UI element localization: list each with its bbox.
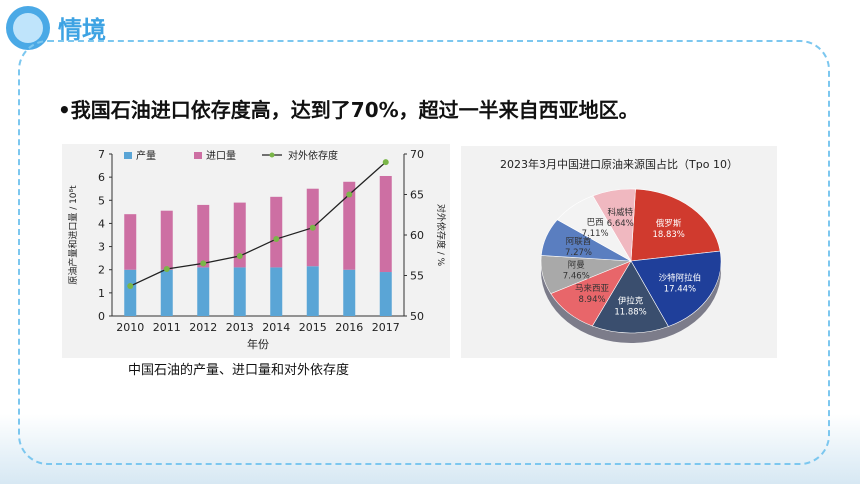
- dependency-point: [309, 224, 316, 231]
- pie-slice-percent: 17.44%: [664, 284, 696, 294]
- pie-slice-label: 阿联酋: [566, 236, 592, 247]
- content-frame: [18, 40, 830, 465]
- bar-production: [379, 272, 392, 316]
- pie-slice-label: 科威特: [607, 207, 633, 218]
- legend-label-dependency: 对外依存度: [288, 149, 338, 162]
- pie-slice: [591, 260, 669, 334]
- bar-line-chart: 0 1 2 3 4 5 6 7 50 55 60 65 70 2010 2011 2012 2013 2014 20…: [67, 148, 447, 351]
- y-tick-label: 0: [98, 310, 105, 323]
- pie-slice-percent: 7.11%: [582, 229, 609, 239]
- bar-import: [270, 196, 283, 268]
- x-tick-label: 2011: [153, 321, 181, 334]
- y-right-tick-label: 60: [410, 229, 424, 242]
- x-tick-label: 2013: [226, 321, 254, 334]
- y-right-tick-label: 50: [410, 310, 424, 323]
- y-tick-label: 4: [98, 217, 105, 230]
- bar-import: [343, 181, 356, 270]
- bar-import: [233, 202, 246, 268]
- legend-marker-dependency: [269, 152, 275, 158]
- bar-production: [343, 269, 356, 316]
- bar-import: [124, 214, 137, 270]
- legend-swatch-import: [194, 152, 202, 159]
- y-tick-label: 7: [98, 148, 105, 161]
- crude-source-pie-chart: 2023年3月中国进口原油来源国占比（Tpo 10） 俄罗斯 18.83% 沙特阿拉伯…: [461, 146, 777, 358]
- bar-import: [379, 175, 392, 273]
- y-right-tick-label: 70: [410, 148, 424, 161]
- x-axis-title: 年份: [247, 337, 269, 351]
- dependency-point: [346, 191, 353, 198]
- x-tick-label: 2012: [189, 321, 217, 334]
- dependency-point: [382, 159, 389, 166]
- bar-production: [197, 267, 210, 316]
- bullet-text: •我国石油进口依存度高，达到了70%，超过一半来自西亚地区。: [58, 98, 639, 122]
- pie-slice-percent: 8.94%: [579, 295, 606, 305]
- pie-slice-label: 俄罗斯: [656, 218, 682, 229]
- chart-caption: 中国石油的产量、进口量和对外依存度: [128, 363, 350, 378]
- pie-slice-percent: 7.27%: [565, 248, 592, 258]
- pie-slice-label: 巴西: [587, 218, 604, 228]
- x-tick-label: 2015: [299, 321, 327, 334]
- bar-import: [197, 204, 210, 268]
- pie-slice: [630, 188, 721, 262]
- pie-slice-label: 马来西亚: [575, 284, 610, 294]
- pie-slice-percent: 18.83%: [652, 230, 684, 240]
- x-tick-label: 2014: [262, 321, 290, 334]
- y-right-tick-label: 65: [410, 189, 424, 202]
- legend-label-production: 产量: [136, 149, 156, 162]
- y-axis-title: 原油产量和进口量 / 10⁸t: [67, 185, 79, 285]
- bar-production: [124, 269, 137, 316]
- y-right-axis-title: 对外依存度 / %: [435, 204, 447, 267]
- pie-slice-label: 伊拉克: [618, 296, 644, 307]
- x-tick-label: 2010: [116, 321, 144, 334]
- x-tick-label: 2016: [335, 321, 363, 334]
- pie-slice-label: 沙特阿拉伯: [659, 272, 702, 283]
- y-right-tick-label: 55: [410, 270, 424, 283]
- pie-slice-percent: 11.88%: [614, 308, 646, 318]
- pie-slice: [592, 188, 636, 263]
- pie-slice-percent: 6.64%: [607, 219, 634, 229]
- pie-slice: [630, 250, 722, 327]
- bar-production: [233, 267, 246, 316]
- production-import-chart: 0 1 2 3 4 5 6 7 50 55 60 65 70 2010 2011 2012 2013 2014 20…: [62, 144, 450, 358]
- y-tick-label: 6: [98, 171, 105, 184]
- pie-title: 2023年3月中国进口原油来源国占比（Tpo 10）: [500, 157, 738, 171]
- legend-swatch-production: [124, 152, 132, 159]
- dependency-point: [200, 260, 207, 267]
- legend-label-import: 进口量: [206, 150, 236, 162]
- pie-slice-percent: 7.46%: [563, 272, 590, 282]
- dependency-point: [163, 266, 170, 273]
- bar-production: [306, 266, 319, 316]
- pie-slice-label: 阿曼: [568, 261, 586, 271]
- section-title: 情境: [58, 16, 106, 44]
- bar-production: [270, 267, 283, 316]
- y-tick-label: 2: [98, 264, 105, 277]
- dependency-line: [129, 161, 387, 287]
- background-mountain: [0, 414, 860, 484]
- y-tick-label: 5: [98, 194, 105, 207]
- bar-import: [160, 210, 173, 270]
- x-tick-label: 2017: [372, 321, 400, 334]
- dependency-point: [273, 236, 280, 243]
- bar-production: [160, 269, 173, 316]
- y-tick-label: 3: [98, 241, 105, 254]
- dependency-point: [236, 253, 243, 260]
- dependency-point: [127, 283, 134, 290]
- y-tick-label: 1: [98, 287, 105, 300]
